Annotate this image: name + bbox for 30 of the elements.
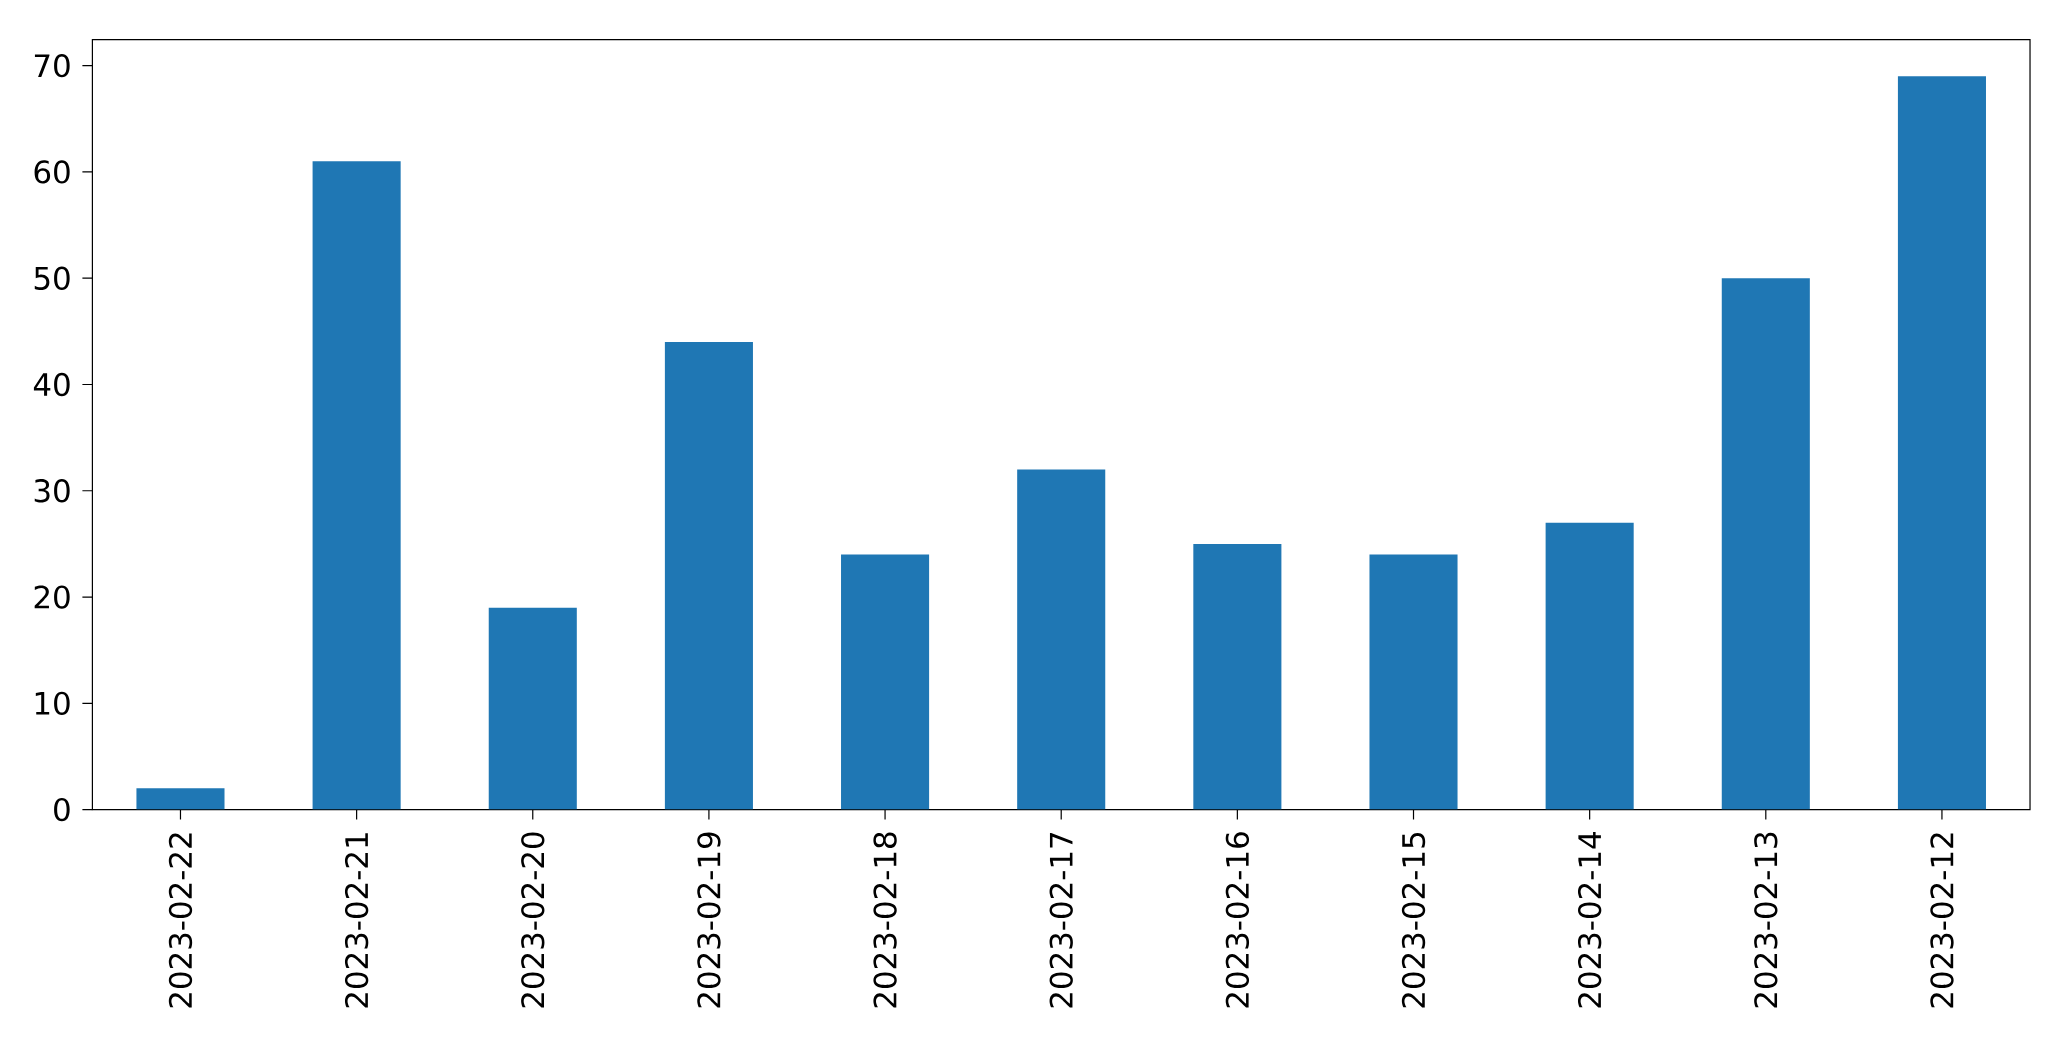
bar [1017,469,1106,810]
bar [312,161,401,810]
x-tick-label: 2023-02-22 [168,833,193,1008]
bar [1193,543,1282,810]
x-tick-label: 2023-02-19 [697,832,721,1008]
bar [488,607,577,810]
bar [841,554,930,810]
x-tick-label: 2023-02-16 [1225,832,1250,1008]
x-tick-label: 2023-02-18 [873,832,897,1008]
y-tick-label: 20 [34,585,70,609]
y-tick-label: 30 [34,479,70,503]
y-tick-label: 50 [34,266,70,290]
x-tick-label: 2023-02-20 [521,832,545,1008]
bar [664,341,753,810]
x-tick-label: 2023-02-13 [1754,832,1778,1008]
bar [1721,278,1810,810]
bar [1369,554,1458,810]
y-tick-label: 40 [33,372,70,397]
y-tick-label: 60 [34,160,70,184]
bar [1545,522,1634,810]
x-tick-label: 2023-02-14 [1577,832,1602,1008]
y-tick-label: 0 [54,797,70,822]
x-tick-label: 2023-02-21 [344,833,369,1008]
x-tick-label: 2023-02-15 [1401,833,1426,1008]
bar [1897,76,1986,810]
x-tick-label: 2023-02-12 [1930,833,1954,1008]
y-tick-label: 70 [34,53,70,78]
y-tick-label: 10 [35,691,70,715]
x-tick-label: 2023-02-17 [1049,832,1073,1008]
bar [136,788,225,810]
